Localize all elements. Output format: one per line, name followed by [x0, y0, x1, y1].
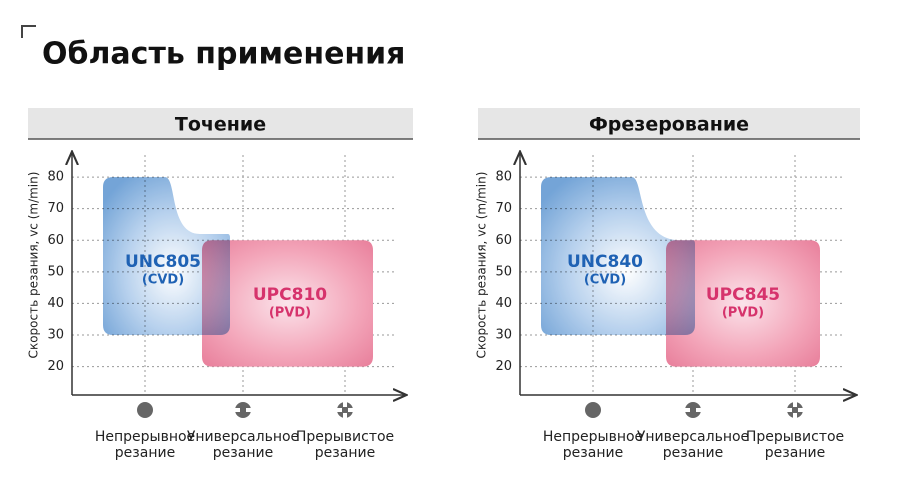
y-tick-label: 60	[47, 233, 64, 248]
icon-notch	[343, 401, 347, 407]
icon-notch	[786, 408, 792, 412]
icon-notch	[343, 413, 347, 419]
y-tick-label: 20	[47, 359, 64, 374]
panel-heading: Фрезерование	[589, 114, 749, 136]
category-label: Универсальное	[637, 429, 749, 445]
region-blue	[103, 177, 230, 335]
category-label: Прерывистое	[296, 429, 394, 445]
y-tick-label: 30	[47, 328, 64, 343]
panel-heading-bg	[478, 108, 860, 139]
region-sublabel: (PVD)	[722, 306, 764, 321]
y-tick-label: 70	[47, 201, 64, 216]
y-axis-label: Скорость резания, vc (m/min)	[27, 172, 41, 359]
icon-notch	[793, 413, 797, 419]
icon-notch	[684, 408, 690, 412]
category-label: резание	[563, 445, 623, 461]
icon-notch	[348, 408, 354, 412]
icon-notch	[793, 401, 797, 407]
icon-notch	[336, 408, 342, 412]
category-icon	[337, 402, 353, 418]
region-label: UNC840	[567, 252, 643, 272]
y-tick-label: 80	[47, 170, 64, 185]
category-label: резание	[315, 445, 375, 461]
y-tick-label: 70	[495, 201, 512, 216]
panel-heading: Точение	[175, 114, 266, 136]
category-label: Универсальное	[187, 429, 299, 445]
region-label: UPC810	[253, 285, 327, 305]
category-label: Прерывистое	[746, 429, 844, 445]
category-icon	[137, 402, 153, 418]
y-tick-label: 50	[495, 264, 512, 279]
category-icon	[235, 402, 251, 418]
region-label: UPC845	[706, 285, 780, 305]
category-label: резание	[663, 445, 723, 461]
panel-heading-bg	[28, 108, 413, 139]
y-tick-label: 20	[495, 359, 512, 374]
y-axis-label: Скорость резания, vc (m/min)	[475, 172, 489, 359]
icon-notch	[234, 408, 240, 412]
icon-notch	[696, 408, 702, 412]
category-icon	[685, 402, 701, 418]
y-tick-label: 30	[495, 328, 512, 343]
category-label: Непрерывное	[95, 429, 195, 445]
category-label: резание	[115, 445, 175, 461]
y-tick-label: 60	[495, 233, 512, 248]
category-label: резание	[765, 445, 825, 461]
y-tick-label: 40	[47, 296, 64, 311]
region-sublabel: (CVD)	[142, 273, 184, 288]
corner-mark	[21, 25, 36, 38]
page-title: Область применения	[42, 37, 405, 72]
icon-notch	[246, 408, 252, 412]
region-pink	[666, 240, 820, 367]
category-icon	[787, 402, 803, 418]
region-sublabel: (PVD)	[269, 306, 311, 321]
region-sublabel: (CVD)	[584, 273, 626, 288]
region-pink	[202, 240, 373, 367]
region-label: UNC805	[125, 252, 201, 272]
region-blue	[541, 177, 695, 335]
category-icon	[585, 402, 601, 418]
y-tick-label: 80	[495, 170, 512, 185]
category-label: Непрерывное	[543, 429, 643, 445]
icon-notch	[798, 408, 804, 412]
y-tick-label: 50	[47, 264, 64, 279]
category-label: резание	[213, 445, 273, 461]
y-tick-label: 40	[495, 296, 512, 311]
